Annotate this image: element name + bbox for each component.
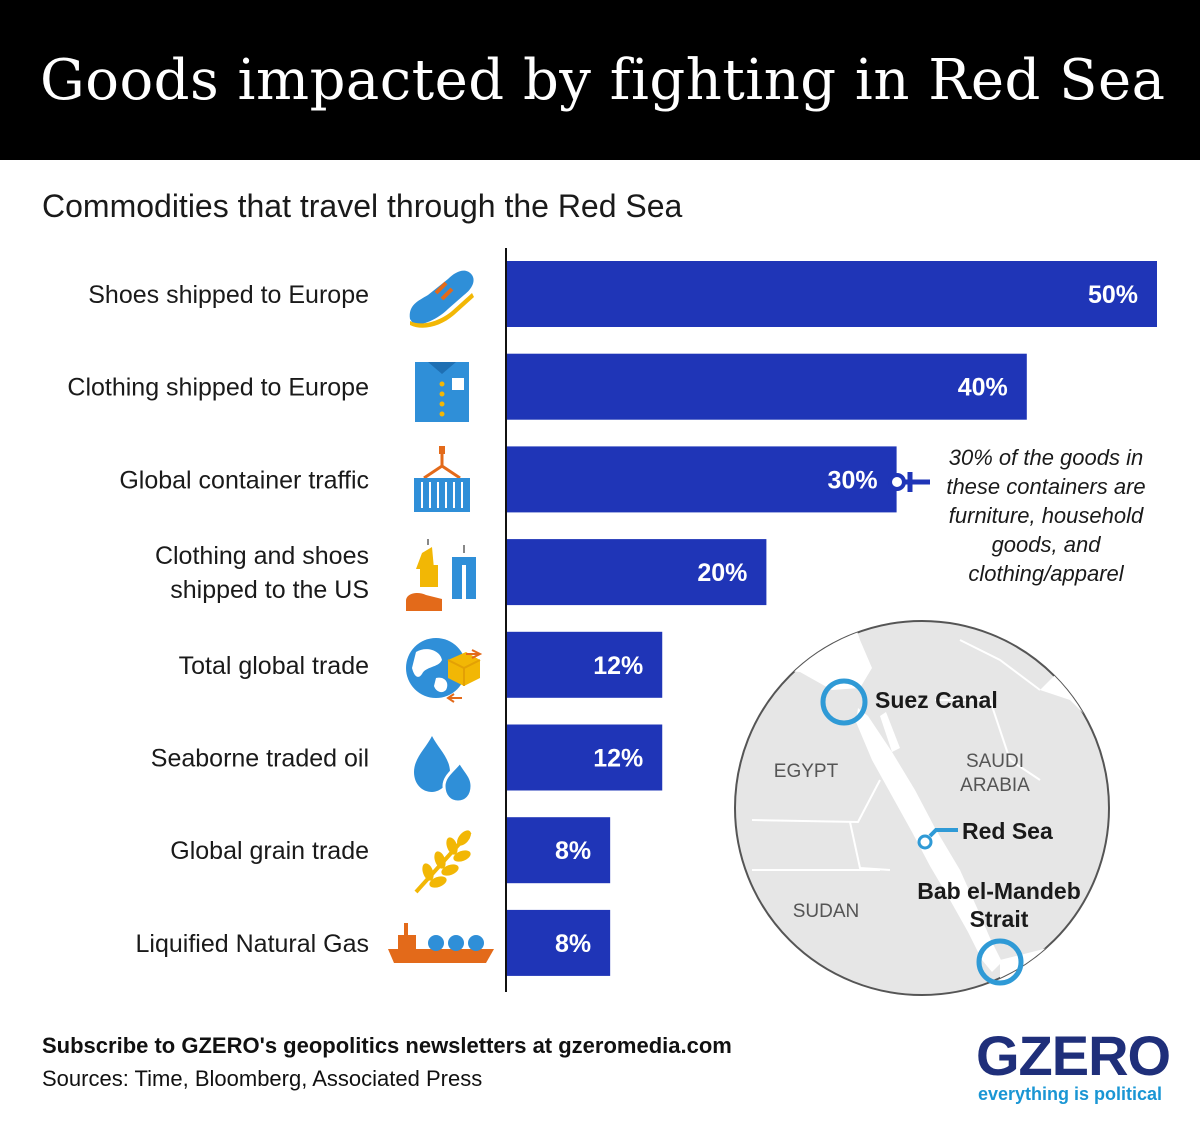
- bar-value-label: 20%: [697, 559, 747, 587]
- globe-trade-icon: [406, 638, 483, 703]
- shoe-icon: [409, 270, 474, 328]
- bar-value-label: 8%: [555, 930, 591, 958]
- gzero-logo: GZERO everything is political: [976, 1024, 1171, 1105]
- bar-3: [506, 539, 767, 606]
- red-sea-leader: [928, 828, 958, 838]
- category-label: Seaborne traded oil: [151, 745, 369, 773]
- bar-1: [506, 353, 1027, 420]
- oil-drops-icon: [414, 736, 474, 804]
- category-label: Clothing shipped to Europe: [67, 374, 369, 402]
- page-title: Goods impacted by fighting in Red Sea: [40, 48, 1166, 113]
- country-borders: [751, 639, 1041, 871]
- label-egypt: EGYPT: [774, 761, 839, 782]
- gulf-of-aqaba: [880, 712, 900, 752]
- logo-wordmark: GZERO: [976, 1024, 1171, 1087]
- red-sea-map: EGYPT SAUDI ARABIA SUDAN Suez Canal Red …: [734, 620, 1110, 996]
- label-saudi: SAUDI: [966, 751, 1024, 772]
- annotation-connector: [888, 472, 930, 492]
- category-label: Clothing and shoes: [155, 542, 369, 570]
- bar-value-label: 12%: [593, 652, 643, 680]
- category-label: Global grain trade: [170, 837, 369, 865]
- category-label: Liquified Natural Gas: [136, 930, 369, 958]
- label-red-sea: Red Sea: [962, 818, 1053, 844]
- bar-0: [506, 261, 1157, 327]
- suez-canal-marker: [820, 678, 868, 726]
- clothes-hanger-icon: [406, 539, 476, 611]
- bar-value-label: 12%: [593, 745, 643, 773]
- chart-subtitle: Commodities that travel through the Red …: [42, 188, 683, 224]
- wheat-icon: [414, 830, 472, 894]
- label-bab-el-mandeb: Bab el-Mandeb: [917, 878, 1081, 904]
- bar-2: [506, 446, 897, 513]
- bar-5: [506, 724, 663, 791]
- sources-text: Sources: Time, Bloomberg, Associated Pre…: [42, 1066, 483, 1091]
- container-crane-icon: [414, 446, 470, 512]
- bar-value-label: 50%: [1088, 281, 1138, 309]
- subscribe-text: Subscribe to GZERO's geopolitics newslet…: [42, 1033, 732, 1058]
- label-arabia: ARABIA: [960, 775, 1030, 796]
- header-banner: Goods impacted by fighting in Red Sea: [0, 0, 1200, 160]
- lng-tanker-icon: [388, 923, 494, 963]
- container-annotation: 30% of the goods in these containers are…: [946, 445, 1146, 586]
- label-suez-canal: Suez Canal: [875, 687, 998, 713]
- bar-value-label: 8%: [555, 837, 591, 865]
- bab-el-mandeb-marker: [976, 938, 1024, 986]
- category-label: Total global trade: [179, 652, 369, 680]
- shirt-icon: [415, 362, 469, 422]
- label-strait: Strait: [970, 906, 1029, 932]
- bar-7: [506, 909, 611, 976]
- red-sea-marker: [917, 834, 933, 850]
- category-label: Shoes shipped to Europe: [88, 281, 369, 309]
- logo-tagline: everything is political: [977, 1084, 1162, 1104]
- category-label: Global container traffic: [119, 466, 369, 494]
- bar-value-label: 40%: [958, 374, 1008, 402]
- bar-6: [506, 817, 611, 884]
- label-sudan: SUDAN: [793, 901, 860, 922]
- category-labels: Shoes shipped to Europe Clothing shipped …: [67, 281, 369, 958]
- bar-4: [506, 631, 663, 698]
- bar-value-label: 30%: [828, 466, 878, 494]
- bars-layer: 50% 40% 30% 20% 12% 12% 8% 8%: [506, 261, 1157, 976]
- category-label: shipped to the US: [170, 576, 369, 604]
